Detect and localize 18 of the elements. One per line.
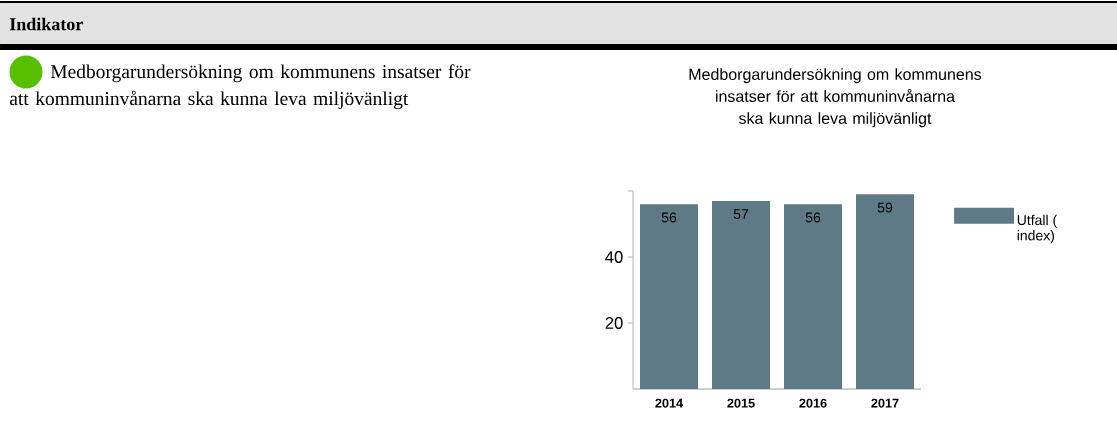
- data-label: 57: [733, 209, 749, 219]
- chart-title: Medborgarundersökning om kommunens insatser för att kommuninvånarna ska kunna leva miljövänligt: [689, 68, 982, 128]
- y-tick-label: 20: [605, 317, 623, 329]
- data-label: 56: [661, 212, 677, 223]
- x-tick-label: 2016: [799, 398, 827, 408]
- bar: [856, 194, 914, 389]
- data-label: 56: [805, 212, 821, 223]
- text: Medborgarundersökning om kommunens insatser för att kommuninvånarna ska kunna leva miljövänligt: [9, 64, 471, 110]
- data-label: 59: [877, 202, 893, 213]
- bar: [712, 200, 770, 389]
- x-tick-label: 2017: [871, 398, 899, 408]
- x-tick-label: 2015: [727, 398, 755, 408]
- y-tick-label: 40: [605, 251, 623, 263]
- text: Indikator: [9, 17, 83, 31]
- x-tick-label: 2014: [655, 398, 684, 408]
- bar: [784, 204, 842, 389]
- bar: [640, 204, 699, 389]
- legend-label: Utfall ( index): [1017, 214, 1058, 244]
